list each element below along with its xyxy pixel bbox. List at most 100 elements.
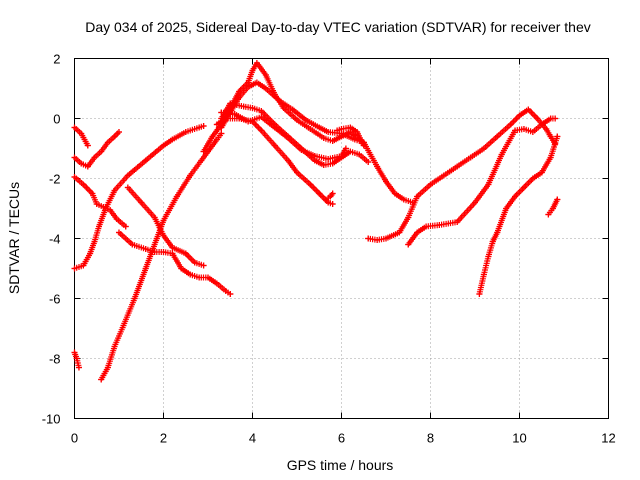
data-point [104, 139, 111, 146]
data-point [75, 364, 82, 371]
data-point [503, 205, 510, 212]
data-point [538, 121, 545, 128]
data-point [498, 151, 505, 158]
data-point [356, 151, 363, 158]
data-point [400, 196, 407, 203]
data-point [338, 153, 345, 159]
series-s19 [545, 196, 561, 218]
data-point [347, 124, 354, 131]
series-s4 [71, 123, 207, 272]
data-point [494, 229, 501, 236]
data-point [365, 235, 372, 242]
data-point [142, 246, 149, 252]
data-point [169, 244, 176, 251]
data-point [231, 111, 238, 117]
y-tick-label: -8 [49, 352, 61, 367]
data-point [507, 121, 514, 128]
data-point [129, 241, 136, 248]
series-s14 [322, 190, 336, 203]
data-point [258, 108, 265, 114]
data-point [316, 190, 323, 197]
data-point [258, 127, 265, 134]
y-tick-label: -10 [42, 412, 61, 427]
data-point [227, 291, 234, 297]
data-point [87, 250, 94, 257]
y-tick-label: 0 [53, 112, 60, 127]
data-point [153, 235, 160, 242]
data-point [547, 133, 554, 140]
data-point [120, 322, 127, 329]
data-point [329, 201, 336, 207]
data-point [107, 207, 114, 213]
data-point [196, 124, 203, 131]
data-point [440, 172, 447, 179]
data-point [262, 85, 269, 92]
data-point [354, 129, 361, 135]
data-point [351, 136, 358, 143]
data-point [173, 193, 180, 200]
data-point [276, 97, 283, 104]
data-point [187, 172, 194, 179]
data-point [423, 223, 430, 230]
data-point [222, 288, 229, 294]
data-point [307, 181, 314, 188]
x-axis-tick-labels: 0 2 4 6 8 10 12 [71, 431, 616, 446]
data-point [142, 157, 149, 164]
series-s1 [71, 124, 91, 149]
x-axis-label: GPS time / hours [287, 457, 394, 473]
data-point [98, 148, 105, 155]
data-point [329, 138, 336, 144]
data-point [160, 249, 167, 255]
data-point [198, 157, 205, 164]
data-point [334, 127, 341, 134]
series-s16 [365, 106, 559, 243]
data-point [529, 129, 536, 135]
data-point [249, 105, 256, 111]
data-point [151, 214, 158, 221]
plot-frame [74, 58, 609, 419]
y-tick-label: 2 [53, 52, 60, 67]
data-point [138, 199, 145, 206]
data-point [89, 190, 96, 197]
data-point [111, 343, 118, 350]
data-point [525, 106, 532, 113]
data-point [196, 274, 203, 281]
data-point [529, 175, 536, 182]
data-point [91, 238, 98, 245]
data-point [124, 172, 131, 179]
data-point [113, 216, 120, 222]
data-point [322, 196, 329, 203]
data-point [391, 190, 398, 197]
data-point [95, 223, 102, 230]
data-point [325, 156, 332, 162]
data-point [213, 121, 220, 128]
chart-title: Day 034 of 2025, Sidereal Day-to-day VTE… [85, 19, 591, 35]
x-tick-label: 2 [160, 431, 167, 446]
data-point [271, 142, 278, 149]
data-point [187, 271, 194, 278]
x-tick-label: 12 [601, 431, 615, 446]
series-s11 [218, 100, 372, 168]
data-point [365, 159, 372, 165]
data-point [253, 79, 260, 86]
data-point [383, 178, 389, 185]
data-point [436, 222, 443, 228]
data-point [200, 123, 207, 129]
series-trace [124, 184, 207, 269]
data-point [191, 259, 198, 266]
data-point [124, 184, 131, 191]
y-tick-label: -6 [49, 292, 61, 307]
series-s7 [116, 229, 234, 297]
series-s3 [71, 174, 129, 230]
data-point [549, 205, 556, 212]
data-point [285, 157, 292, 164]
series-trace [98, 130, 225, 383]
data-point [396, 229, 403, 236]
data-point [80, 262, 87, 269]
data-point [116, 229, 122, 236]
data-point [494, 133, 501, 140]
data-point [160, 232, 167, 239]
data-point [93, 201, 100, 207]
data-point [520, 184, 527, 191]
data-point [545, 211, 552, 218]
